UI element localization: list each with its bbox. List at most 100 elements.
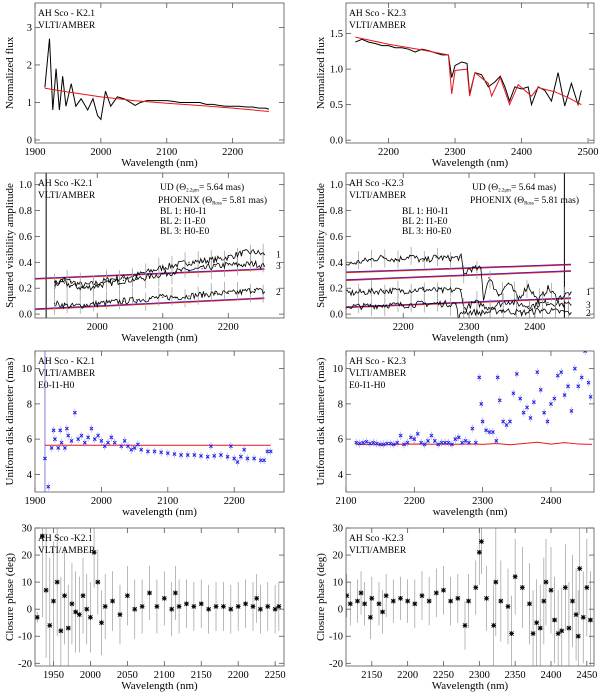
data-point [426, 598, 432, 604]
data-point [47, 623, 53, 628]
data-point [355, 598, 360, 604]
annotation-text: E0-I1-H0 [38, 381, 75, 391]
y-tick-label: 3 [27, 23, 32, 34]
data-point [212, 453, 217, 458]
data-point [473, 585, 479, 590]
y-tick-label: 0.4 [330, 258, 344, 269]
x-tick-label: 2000 [80, 670, 101, 681]
baseline-label: 3 [586, 301, 591, 311]
data-point [89, 426, 94, 431]
data-point [109, 435, 114, 440]
data-point [576, 384, 581, 389]
data-point [462, 623, 468, 628]
data-point [409, 255, 411, 257]
baseline-legend: BL 1: H0-I1 [402, 207, 449, 217]
data-point [422, 303, 424, 305]
panel-2: 2200 2300 2400 2500 0.0 0.5 1.0 1.5 Wavelength (… [315, 2, 599, 169]
data-point [268, 449, 273, 454]
y-axis-label: Closure phase (deg) [4, 553, 16, 641]
annotation-text: AH Sco -K2.3 [349, 534, 404, 544]
data-point [527, 305, 529, 307]
data-point [198, 601, 204, 607]
data-point [508, 419, 512, 424]
data-point [497, 398, 502, 403]
data-point [363, 291, 365, 293]
data-point [498, 294, 500, 296]
data-point [139, 447, 144, 452]
data-point [354, 440, 359, 445]
data-point [149, 275, 151, 278]
data-point [547, 301, 549, 304]
data-point [482, 297, 485, 300]
data-point [369, 259, 371, 261]
data-point [132, 445, 137, 450]
baseline-label: 1 [586, 288, 591, 298]
annotation-text: VLTI/AMBER [349, 191, 407, 201]
x-tick-label: 2350 [505, 670, 526, 681]
y-tick-label: -20 [18, 659, 32, 670]
data-point [538, 387, 543, 392]
data-point [555, 373, 560, 378]
data-point [484, 595, 489, 601]
y-tick-label: 1.0 [19, 180, 32, 191]
x-tick-label: 2300 [469, 670, 490, 681]
data-point [206, 606, 212, 612]
x-tick-label: 1950 [43, 670, 64, 681]
data-point [466, 598, 471, 604]
x-tick-label: 2000 [91, 496, 112, 507]
data-point [62, 593, 67, 599]
x-tick-label: 2100 [336, 496, 357, 507]
data-point [162, 273, 164, 275]
data-point [172, 452, 177, 457]
data-point [487, 430, 492, 435]
data-point [442, 303, 444, 305]
data-point [498, 598, 504, 604]
y-tick-label: 0.0 [330, 136, 343, 147]
data-point [201, 260, 203, 262]
data-point [51, 598, 56, 604]
series-line [346, 270, 571, 281]
plot-area [43, 351, 273, 492]
data-point [117, 612, 123, 617]
data-point [135, 442, 140, 447]
data-point [64, 426, 69, 431]
data-point [254, 595, 260, 601]
x-tick-label: 2200 [224, 496, 245, 507]
annotation-text: AH Sco - K2.3 [349, 357, 406, 367]
data-point [169, 606, 175, 612]
data-point [580, 614, 586, 620]
y-tick-label: 10 [333, 578, 344, 589]
y-tick-label: 6 [338, 435, 343, 446]
y-tick-label: 0.6 [330, 232, 343, 243]
data-point [39, 533, 45, 539]
data-point [99, 620, 104, 626]
data-point [245, 456, 250, 461]
y-tick-label: 0.4 [19, 258, 33, 269]
data-point [480, 268, 482, 270]
data-point [346, 593, 350, 599]
data-point [467, 440, 471, 445]
y-tick-label: 1 [27, 98, 32, 109]
baseline-legend: BL 1: H0-I1 [160, 207, 207, 217]
baseline-label: 2 [276, 288, 281, 298]
x-tick-label: 2100 [157, 496, 178, 507]
y-tick-label: -20 [329, 659, 343, 670]
plot-area [346, 528, 593, 666]
data-point [361, 440, 366, 445]
plot-area [346, 173, 572, 318]
data-point [162, 266, 164, 269]
y-tick-label: 0.8 [19, 206, 32, 217]
plot-frame [34, 172, 285, 319]
data-point [147, 590, 152, 596]
plot-frame [34, 2, 285, 144]
data-point [35, 614, 40, 620]
data-point [159, 450, 164, 455]
data-point [357, 441, 362, 446]
data-point [201, 268, 203, 270]
visibility-series [346, 252, 572, 305]
y-tick-label: 0 [338, 605, 343, 616]
y-tick-label: 4 [27, 470, 33, 481]
x-tick-label: 2000 [90, 147, 111, 158]
ud-model-legend: UD (Θ2.2μm= 5.64 mas) [160, 182, 244, 194]
x-tick-label: 2500 [578, 147, 599, 158]
